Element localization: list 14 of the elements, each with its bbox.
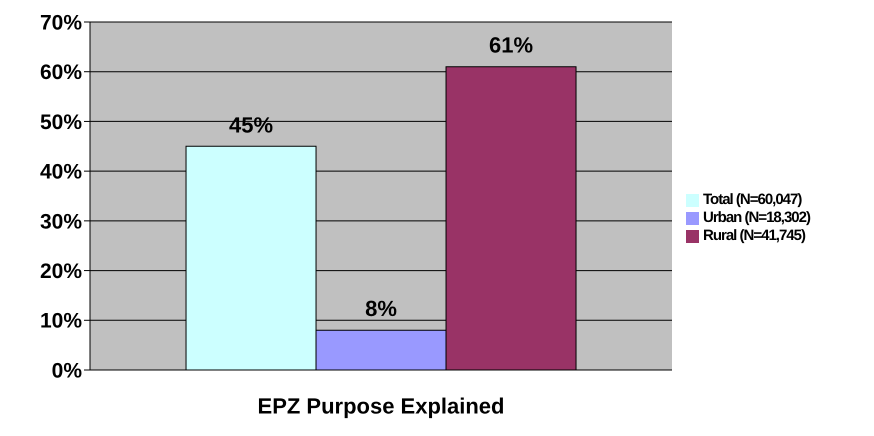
y-tick-label: 10% <box>40 310 82 333</box>
data-label: 8% <box>365 296 397 322</box>
legend-label: Urban (N=18,302) <box>703 209 810 226</box>
y-tick-label: 60% <box>40 61 82 84</box>
x-tick-label: EPZ Purpose Explained <box>258 394 504 419</box>
y-tick-label: 50% <box>40 110 82 134</box>
legend-label: Total (N=60,047) <box>703 191 802 208</box>
y-tick-label: 70% <box>40 11 82 34</box>
y-tick-label: 20% <box>40 260 82 284</box>
y-tick-label: 40% <box>40 160 82 184</box>
data-label: 61% <box>489 32 534 58</box>
y-tick-label: 30% <box>40 210 82 234</box>
legend-label: Rural (N=41,745) <box>703 227 805 244</box>
y-tick-label: 0% <box>52 359 82 382</box>
